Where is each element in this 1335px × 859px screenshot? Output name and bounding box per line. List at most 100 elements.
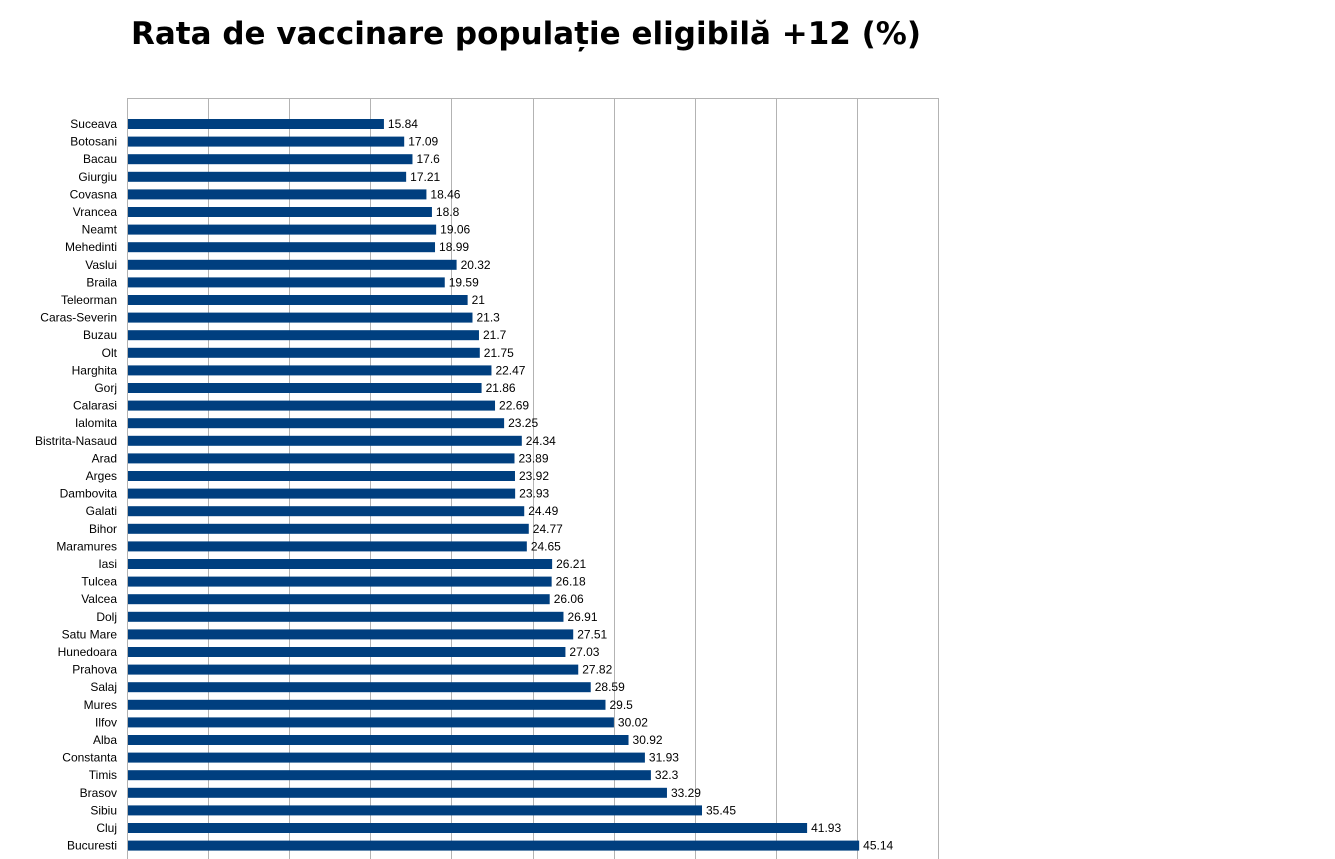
category-label: Mures: [84, 698, 117, 712]
category-label: Harghita: [72, 363, 118, 377]
category-label: Alba: [93, 733, 117, 747]
value-label: 31.93: [649, 751, 679, 765]
value-label: 21: [472, 293, 486, 307]
value-label: 30.02: [618, 715, 648, 729]
value-label: 24.34: [526, 434, 556, 448]
bar: [128, 805, 702, 816]
value-label-layer: 15.84 17.09 17.6 17.21 18.46 18.8 19.06 18.99 20…: [388, 117, 894, 853]
category-label: Arges: [86, 469, 117, 483]
category-label: Tulcea: [81, 575, 117, 589]
category-label: Brasov: [80, 786, 117, 800]
value-label: 21.86: [486, 381, 516, 395]
bar: [128, 277, 445, 288]
category-label: Ilfov: [95, 715, 117, 729]
bar: [128, 664, 579, 675]
bar: [128, 295, 468, 305]
value-label: 17.6: [416, 152, 440, 166]
bar: [128, 189, 427, 200]
category-label: Botosani: [70, 135, 117, 149]
category-label: Hunedoara: [58, 645, 118, 659]
bar: [128, 647, 566, 657]
bar: [128, 400, 496, 411]
bar: [128, 629, 574, 640]
value-label: 21.75: [484, 346, 514, 360]
value-label: 24.77: [533, 522, 563, 536]
bar: [128, 717, 614, 728]
category-label: Dolj: [96, 610, 117, 624]
category-label: Dambovita: [60, 487, 118, 501]
category-label-layer: Suceava Botosani Bacau Giurgiu Covasna Vrance…: [35, 117, 118, 853]
bar: [128, 594, 550, 605]
bar: [128, 347, 480, 358]
value-label: 22.69: [499, 399, 529, 413]
value-label: 17.09: [408, 135, 438, 149]
value-label: 26.18: [556, 575, 586, 589]
value-label: 21.3: [476, 311, 500, 325]
bar: [128, 312, 473, 323]
category-label: Prahova: [72, 663, 117, 677]
category-label: Satu Mare: [62, 627, 118, 641]
bar: [128, 752, 645, 763]
category-label: Galati: [86, 504, 117, 518]
category-label: Gorj: [94, 381, 117, 395]
value-label: 29.5: [609, 698, 633, 712]
bar: [128, 330, 479, 341]
bar-layer: [128, 119, 860, 851]
category-label: Maramures: [56, 539, 117, 553]
category-label: Vaslui: [85, 258, 117, 272]
value-label: 18.8: [436, 205, 460, 219]
category-label: Covasna: [70, 187, 118, 201]
category-label: Constanta: [62, 751, 117, 765]
value-label: 26.21: [556, 557, 586, 571]
category-label: Timis: [89, 768, 117, 782]
category-label: Valcea: [81, 592, 117, 606]
bar: [128, 259, 457, 270]
bar: [128, 576, 552, 587]
value-label: 35.45: [706, 803, 736, 817]
bar: [128, 682, 591, 693]
bar: [128, 823, 808, 833]
category-label: Calarasi: [73, 399, 117, 413]
bar: [128, 787, 667, 798]
value-label: 32.3: [655, 768, 679, 782]
category-label: Braila: [86, 275, 117, 289]
value-label: 33.29: [671, 786, 701, 800]
category-label: Salaj: [90, 680, 117, 694]
category-label: Arad: [92, 451, 117, 465]
category-label: Vrancea: [73, 205, 118, 219]
category-label: Iasi: [98, 557, 117, 571]
bar: [128, 171, 407, 182]
value-label: 24.65: [531, 539, 561, 553]
value-label: 23.25: [508, 416, 538, 430]
chart-title: Rata de vaccinare populație eligibilă +1…: [131, 16, 922, 52]
bar: [128, 224, 437, 235]
bar: [128, 506, 525, 517]
category-label: Mehedinti: [65, 240, 117, 254]
value-label: 27.51: [577, 627, 607, 641]
category-label: Bucuresti: [67, 839, 117, 853]
bar: [128, 453, 515, 464]
bar: [128, 840, 860, 851]
value-label: 23.89: [518, 451, 548, 465]
bar: [128, 365, 492, 376]
bar: [128, 242, 436, 253]
bar: [128, 154, 413, 165]
bar: [128, 119, 384, 129]
category-label: Sibiu: [90, 803, 117, 817]
category-label: Bistrita-Nasaud: [35, 434, 117, 448]
category-label: Ialomita: [75, 416, 117, 430]
value-label: 22.47: [495, 363, 525, 377]
category-label: Buzau: [83, 328, 117, 342]
value-label: 41.93: [811, 821, 841, 835]
bar: [128, 136, 405, 147]
value-label: 18.46: [430, 187, 460, 201]
bar: [128, 488, 516, 499]
value-label: 24.49: [528, 504, 558, 518]
bar: [128, 383, 482, 393]
value-label: 23.92: [519, 469, 549, 483]
category-label: Bacau: [83, 152, 117, 166]
category-label: Cluj: [96, 821, 117, 835]
category-label: Bihor: [89, 522, 117, 536]
value-label: 28.59: [595, 680, 625, 694]
